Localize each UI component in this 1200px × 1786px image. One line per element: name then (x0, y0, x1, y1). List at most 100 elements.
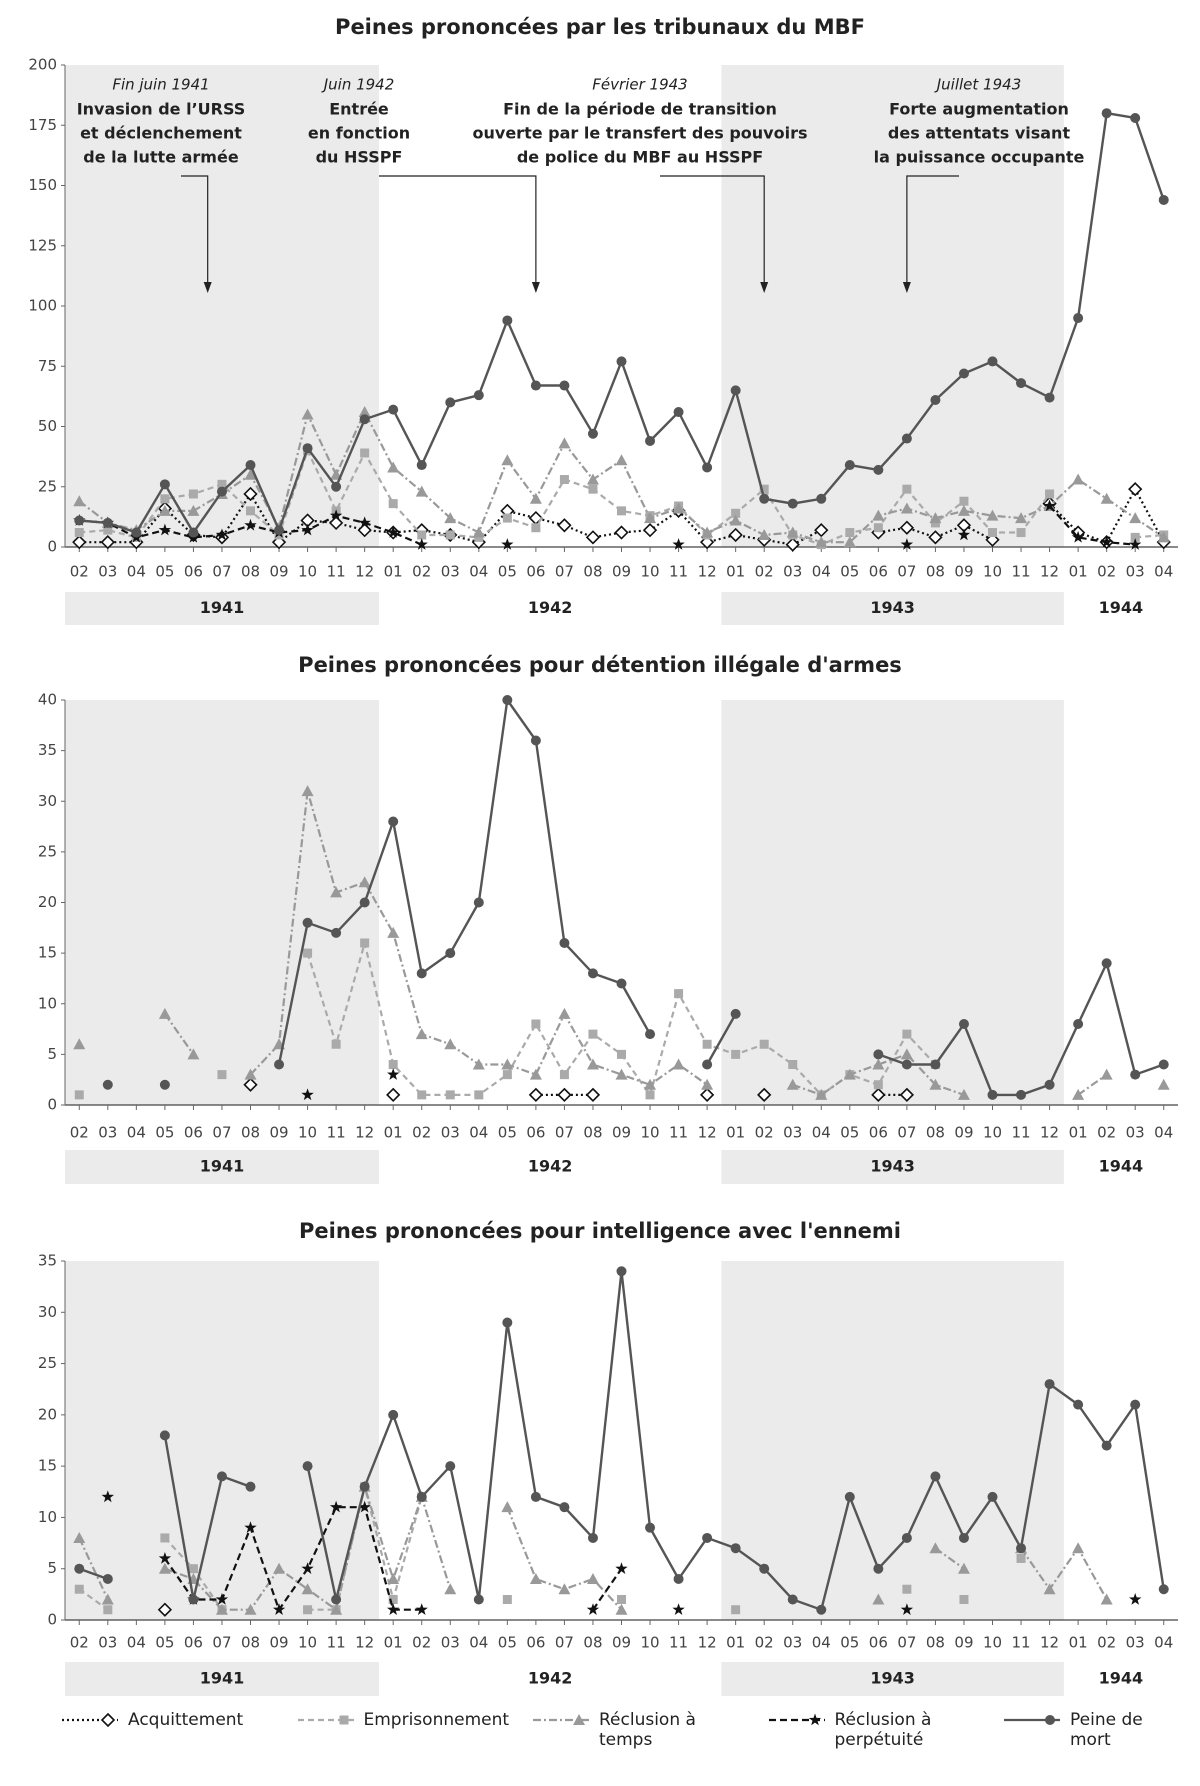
marker (787, 498, 798, 509)
x-tick-label: 02 (1097, 563, 1116, 581)
annotation-text: ouverte par le transfert des pouvoirs (473, 124, 808, 143)
x-tick-label: 11 (1011, 1634, 1030, 1652)
marker (187, 504, 200, 516)
marker (301, 1088, 314, 1101)
marker (573, 1714, 585, 1725)
year-band (721, 1662, 1064, 1696)
annotation-text: Forte augmentation (889, 100, 1069, 119)
y-tick-label: 10 (38, 994, 57, 1012)
marker (815, 536, 828, 548)
legend-swatch (62, 1712, 118, 1728)
marker (1100, 492, 1113, 504)
x-tick-label: 10 (298, 1124, 317, 1142)
year-label: 1944 (1099, 1669, 1144, 1688)
marker (502, 1317, 513, 1328)
annotation-text: des attentats visant (888, 124, 1071, 143)
x-tick-label: 02 (70, 563, 89, 581)
marker (958, 368, 969, 379)
year-label: 1942 (528, 598, 573, 617)
y-tick-label: 20 (38, 1405, 57, 1423)
marker (730, 1008, 741, 1019)
x-tick-label: 04 (127, 563, 146, 581)
x-tick-label: 05 (840, 563, 859, 581)
x-tick-label: 04 (1154, 563, 1173, 581)
marker (957, 1562, 970, 1574)
marker (330, 1603, 343, 1615)
marker (215, 1593, 229, 1605)
marker (74, 528, 84, 538)
marker (387, 461, 400, 473)
x-tick-label: 07 (212, 1634, 231, 1652)
marker (672, 538, 685, 550)
marker (388, 404, 399, 415)
y-tick-label: 5 (47, 1045, 57, 1063)
x-tick-label: 02 (1097, 1124, 1116, 1142)
x-tick-label: 03 (1126, 563, 1145, 581)
marker (1129, 538, 1142, 550)
marker (873, 523, 883, 533)
x-tick-label: 12 (698, 1124, 717, 1142)
marker (360, 938, 370, 948)
marker (729, 514, 742, 526)
marker (615, 1562, 628, 1574)
marker (501, 454, 514, 466)
marker (1129, 1593, 1142, 1605)
marker (702, 462, 713, 473)
marker (1016, 378, 1027, 389)
x-tick-label: 11 (1011, 563, 1030, 581)
x-tick-label: 03 (98, 563, 117, 581)
marker (217, 1070, 227, 1080)
marker (788, 1060, 798, 1069)
marker (1043, 499, 1056, 512)
legend-swatch (297, 1715, 354, 1725)
x-tick-label: 02 (70, 1124, 89, 1142)
marker (387, 926, 400, 938)
marker (1016, 1553, 1026, 1563)
x-tick-label: 02 (412, 1634, 431, 1652)
marker (787, 1594, 798, 1605)
x-tick-label: 10 (983, 1634, 1002, 1652)
x-tick-label: 04 (469, 1634, 488, 1652)
x-tick-label: 08 (926, 1634, 945, 1652)
x-tick-label: 11 (327, 1634, 346, 1652)
series: Peine de mort (102, 695, 1169, 1100)
legend-item: Acquittement (60, 1710, 243, 1751)
marker (360, 448, 370, 458)
x-tick-label: 07 (212, 563, 231, 581)
marker (986, 509, 999, 521)
marker (387, 1068, 400, 1080)
marker (873, 1563, 884, 1574)
marker (872, 1058, 885, 1070)
y-tick-label: 25 (38, 1354, 57, 1372)
marker (160, 1533, 170, 1543)
marker (559, 1502, 570, 1513)
marker (1101, 108, 1112, 119)
marker (74, 515, 85, 526)
y-tick-label: 0 (47, 1611, 57, 1629)
marker (1158, 1584, 1169, 1595)
x-tick-label: 11 (327, 1124, 346, 1142)
marker (158, 523, 172, 536)
x-tick-label: 09 (612, 563, 631, 581)
marker (1101, 1440, 1112, 1451)
marker (188, 1594, 199, 1605)
marker (987, 1491, 998, 1502)
marker (215, 528, 229, 541)
x-tick-label: 06 (526, 1124, 545, 1142)
marker (785, 537, 800, 552)
x-tick-label: 03 (98, 1124, 117, 1142)
x-tick-label: 12 (355, 1124, 374, 1142)
marker (901, 433, 912, 444)
x-tick-label: 08 (583, 1634, 602, 1652)
marker (873, 1049, 884, 1060)
marker (645, 1029, 656, 1040)
marker (843, 1068, 856, 1080)
y-tick-label: 15 (38, 1457, 57, 1475)
x-tick-label: 11 (327, 563, 346, 581)
marker (245, 460, 256, 471)
marker (74, 1563, 85, 1574)
x-tick-label: 03 (783, 1634, 802, 1652)
marker (358, 876, 371, 888)
marker (188, 489, 198, 499)
